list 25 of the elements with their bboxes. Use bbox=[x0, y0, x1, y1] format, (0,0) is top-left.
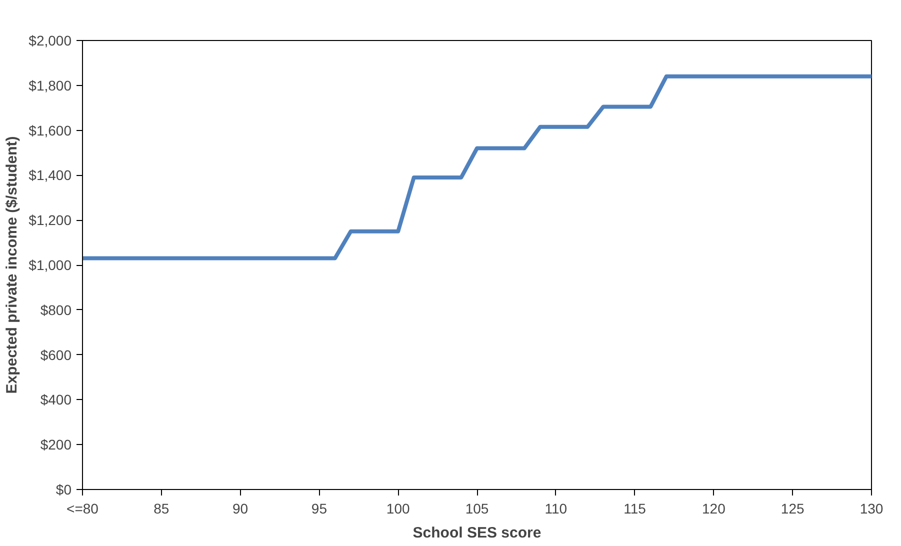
y-tick-label: $1,200 bbox=[28, 212, 72, 228]
x-tick-label: 120 bbox=[702, 500, 726, 516]
x-tick-label: 85 bbox=[154, 500, 170, 516]
x-axis-title: School SES score bbox=[412, 524, 542, 542]
y-tick-label: $1,800 bbox=[28, 77, 72, 94]
x-tick-label: 125 bbox=[780, 500, 804, 516]
y-tick-label: $800 bbox=[40, 302, 72, 318]
x-tick-label: <=80 bbox=[66, 500, 99, 516]
x-tick-label: 90 bbox=[232, 500, 248, 516]
x-tick-label: 130 bbox=[860, 500, 884, 516]
y-tick-label: $1,600 bbox=[28, 122, 72, 138]
y-axis-title: Expected private income ($/student) bbox=[4, 136, 21, 394]
y-tick-label: $200 bbox=[40, 436, 72, 453]
x-tick-label: 105 bbox=[465, 500, 489, 516]
x-tick-label: 110 bbox=[544, 500, 568, 516]
line-series bbox=[82, 74, 872, 260]
x-tick-label: 100 bbox=[386, 500, 410, 516]
x-tick-label: 95 bbox=[311, 500, 328, 516]
y-tick-label: $600 bbox=[40, 346, 72, 363]
y-tick-label: $0 bbox=[56, 482, 72, 498]
y-tick-label: $1,400 bbox=[28, 167, 72, 184]
x-tick-label: 115 bbox=[624, 500, 646, 516]
y-tick-label: $400 bbox=[40, 392, 72, 408]
y-tick-label: $2,000 bbox=[28, 32, 72, 48]
y-tick-label: $1,000 bbox=[28, 257, 72, 273]
